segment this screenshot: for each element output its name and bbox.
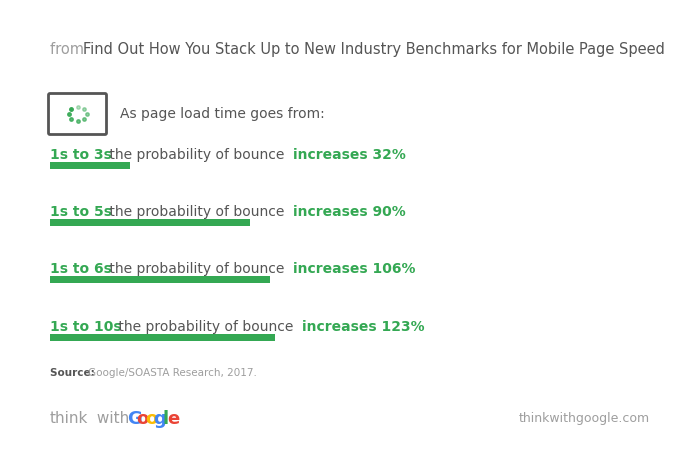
Bar (50, 219, 250, 226)
Text: e: e (167, 409, 179, 428)
Text: the probability of bounce: the probability of bounce (105, 262, 288, 276)
Bar (50, 162, 130, 169)
Text: increases 32%: increases 32% (293, 148, 406, 162)
Text: o: o (136, 409, 148, 428)
Text: increases 106%: increases 106% (293, 262, 416, 276)
Text: the probability of bounce: the probability of bounce (114, 320, 298, 334)
Text: increases 123%: increases 123% (302, 320, 425, 334)
Text: thinkwithgoogle.com: thinkwithgoogle.com (519, 412, 650, 425)
Text: 1s to 5s: 1s to 5s (50, 205, 112, 219)
Text: As page load time goes from:: As page load time goes from: (120, 107, 325, 121)
Text: Source:: Source: (50, 368, 99, 378)
Text: the probability of bounce: the probability of bounce (105, 205, 288, 219)
Bar (50, 276, 270, 283)
Text: g: g (153, 409, 167, 428)
Text: increases 90%: increases 90% (293, 205, 406, 219)
Text: think: think (50, 411, 88, 426)
Text: 1s to 3s: 1s to 3s (50, 148, 112, 162)
Text: 1s to 10s: 1s to 10s (50, 320, 122, 334)
Text: the probability of bounce: the probability of bounce (105, 148, 288, 162)
Text: Google/SOASTA Research, 2017.: Google/SOASTA Research, 2017. (88, 368, 257, 378)
Text: Find Out How You Stack Up to New Industry Benchmarks for Mobile Page Speed: Find Out How You Stack Up to New Industr… (83, 42, 665, 57)
Text: with: with (92, 411, 134, 426)
Text: G: G (127, 409, 142, 428)
Text: o: o (145, 409, 158, 428)
FancyBboxPatch shape (48, 93, 106, 135)
Bar (50, 334, 275, 341)
Text: l: l (162, 409, 168, 428)
Text: 1s to 6s: 1s to 6s (50, 262, 112, 276)
Text: from: from (50, 42, 89, 57)
